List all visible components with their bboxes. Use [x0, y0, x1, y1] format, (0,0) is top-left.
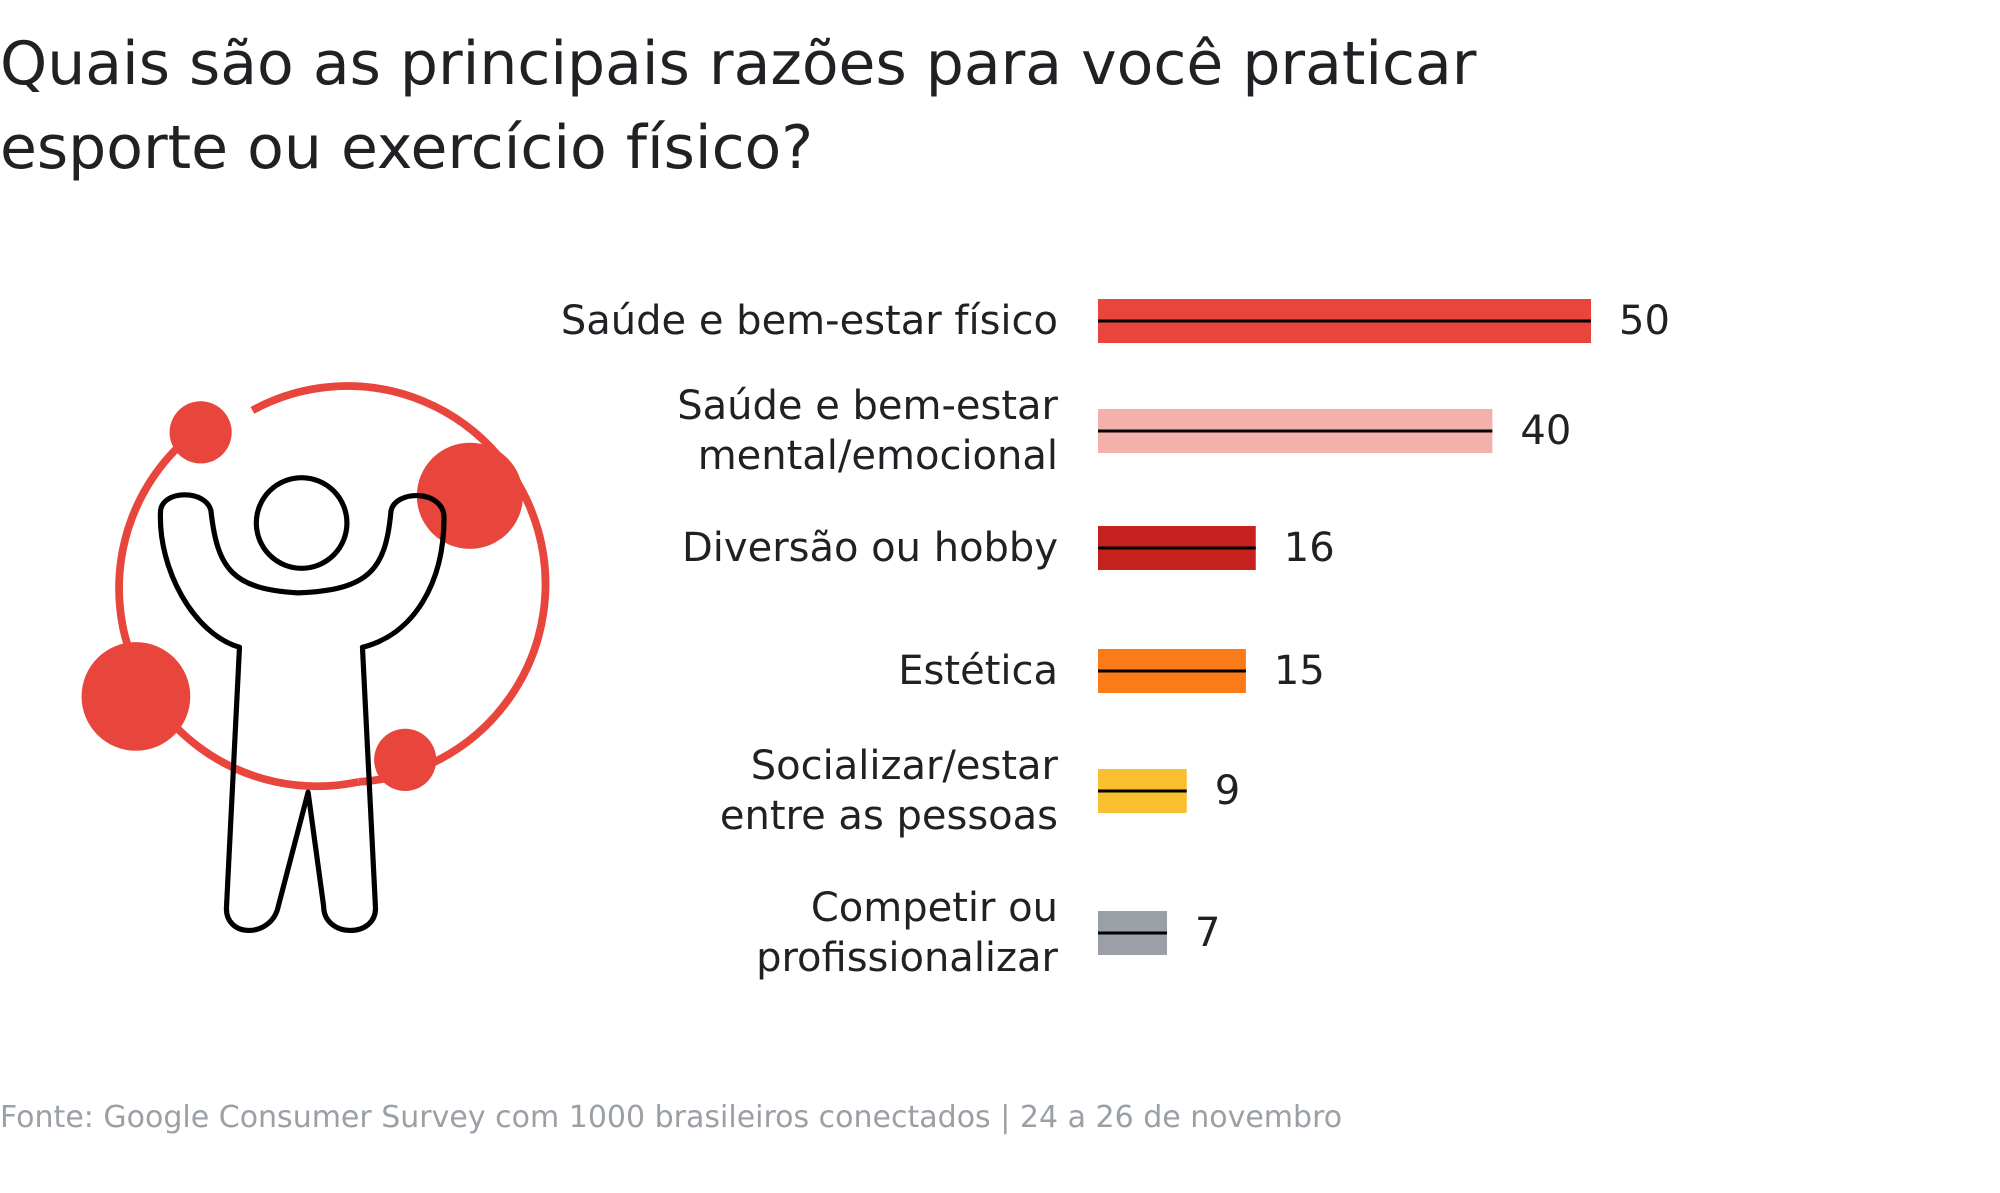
dot	[374, 728, 437, 791]
chart-title: Quais são as principais razões para você…	[0, 29, 1477, 183]
category-label: Saúde e bem-estar físico	[560, 298, 1058, 344]
value-label: 40	[1520, 408, 1571, 454]
category-label: Socializar/estar entre as pessoas	[719, 743, 1058, 839]
value-label: 50	[1619, 298, 1670, 344]
person	[157, 492, 447, 933]
category-label: Competir ou profissionalizar	[756, 885, 1058, 981]
value-label: 7	[1195, 910, 1220, 956]
value-label: 15	[1274, 648, 1325, 694]
source-note: Fonte: Google Consumer Survey com 1000 b…	[0, 1100, 1343, 1135]
ring	[250, 382, 550, 786]
dot	[81, 642, 191, 751]
value-label: 9	[1215, 768, 1240, 814]
category-label: Saúde e bem-estar mental/emocional	[677, 383, 1058, 479]
value-label: 16	[1284, 525, 1335, 571]
category-label: Diversão ou hobby	[682, 525, 1058, 571]
category-label: Estética	[898, 648, 1058, 694]
dot	[169, 401, 232, 464]
illustration	[81, 382, 550, 933]
head	[253, 475, 350, 571]
